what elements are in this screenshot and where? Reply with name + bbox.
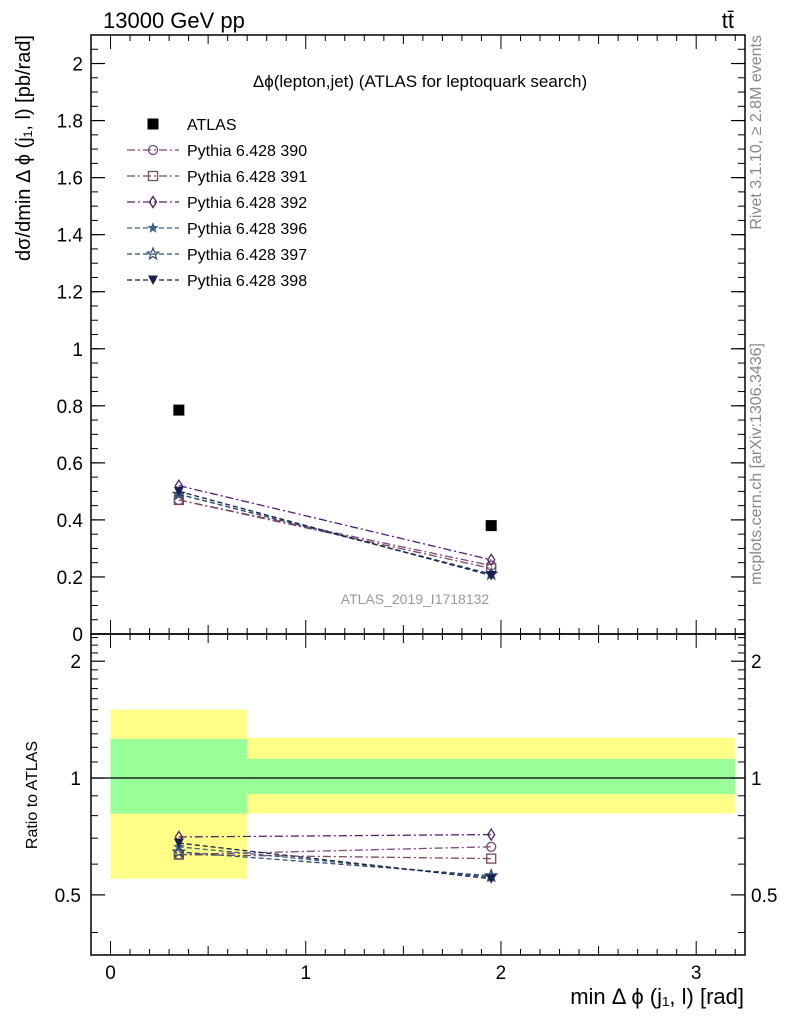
ratio-data-point bbox=[173, 838, 184, 849]
ratio-series-line bbox=[178, 851, 492, 877]
ratio-ytick-label-left: 1 bbox=[70, 769, 81, 790]
main-ytick-label: 1.8 bbox=[57, 112, 83, 133]
main-ytick-label: 1 bbox=[72, 340, 83, 361]
ratio-series-line bbox=[178, 833, 492, 838]
ratio-series-1 bbox=[173, 849, 497, 864]
legend-marker bbox=[148, 275, 158, 285]
main-series-line bbox=[178, 490, 492, 577]
axis-ticks: 0 0.2 0.4 0.6 0.8 1 1.2 1.4 1.6 1.8 2 0 1 2 3 0.5 0.5 1 1 2… bbox=[55, 35, 777, 984]
legend-marker bbox=[147, 222, 159, 233]
main-ytick-label: 0.6 bbox=[57, 454, 83, 475]
ratio-series-line bbox=[178, 853, 492, 860]
ratio-series-5 bbox=[173, 838, 497, 884]
main-data-point bbox=[485, 520, 497, 532]
main-series-0 bbox=[173, 404, 497, 532]
main-ytick-label: 2 bbox=[72, 55, 83, 76]
main-series-line bbox=[178, 485, 492, 561]
watermark-label: ATLAS_2019_I1718132 bbox=[341, 591, 490, 607]
main-data-point bbox=[173, 486, 184, 497]
legend-entry-0: ATLAS bbox=[147, 117, 237, 134]
rivet-side-label: Rivet 3.1.10, ≥ 2.8M events bbox=[748, 35, 765, 230]
ratio-data-point bbox=[486, 841, 497, 852]
legend-entry-5: Pythia 6.428 397 bbox=[127, 246, 307, 264]
ratio-ytick-label-right: 1 bbox=[751, 769, 762, 790]
main-ytick-label: 0 bbox=[72, 625, 83, 646]
ratio-ytick-label-right: 0.5 bbox=[751, 886, 777, 907]
ratio-data-point bbox=[486, 827, 496, 842]
main-ytick-label: 0.4 bbox=[57, 511, 84, 532]
main-data-point bbox=[173, 404, 185, 416]
ratio-ytick-label-left: 0.5 bbox=[55, 886, 81, 907]
legend-label: Pythia 6.428 391 bbox=[187, 169, 307, 186]
main-ylabel: dσ/dmin Δ ϕ (j₁, l) [pb/rad] bbox=[13, 35, 35, 261]
main-series-6 bbox=[173, 486, 497, 581]
legend-label: Pythia 6.428 390 bbox=[187, 143, 307, 160]
main-series-line bbox=[178, 499, 492, 570]
ratio-xtick-label: 2 bbox=[496, 963, 507, 984]
legend-label: Pythia 6.428 398 bbox=[187, 273, 307, 290]
ratio-series-line bbox=[178, 846, 492, 878]
ratio-series-line bbox=[178, 846, 492, 856]
main-ytick-label: 1.2 bbox=[57, 283, 83, 304]
uncertainty-bands bbox=[91, 709, 745, 879]
ratio-data-point bbox=[171, 844, 187, 859]
mcplots-side-label: mcplots.cern.ch [arXiv:1306.3436] bbox=[748, 343, 765, 585]
main-series-line bbox=[178, 499, 492, 567]
ratio-xtick-label: 0 bbox=[105, 963, 116, 984]
main-title: Δϕ(lepton,jet) (ATLAS for leptoquark sea… bbox=[253, 72, 587, 91]
main-ytick-label: 1.4 bbox=[57, 226, 84, 247]
ratio-ytick-label-left: 2 bbox=[70, 652, 81, 673]
ratio-ytick-label-right: 2 bbox=[751, 652, 762, 673]
green-band-0 bbox=[110, 739, 248, 814]
ratio-data-point bbox=[486, 853, 497, 864]
ratio-ylabel: Ratio to ATLAS bbox=[24, 741, 41, 849]
header-right-label: tt̄ bbox=[722, 8, 734, 33]
legend-marker bbox=[147, 144, 159, 156]
legend: ATLAS Pythia 6.428 390 Pythia 6.428 391 Pyt… bbox=[127, 117, 307, 290]
ratio-series-line bbox=[178, 842, 492, 880]
legend-entry-1: Pythia 6.428 390 bbox=[127, 143, 307, 160]
legend-label: Pythia 6.428 396 bbox=[187, 221, 307, 238]
text-labels: 13000 GeV pp tt̄ Δϕ(lepton,jet) (ATLAS f… bbox=[13, 8, 765, 1009]
legend-entry-4: Pythia 6.428 396 bbox=[127, 221, 307, 238]
legend-entry-2: Pythia 6.428 391 bbox=[127, 169, 307, 186]
green-band-1 bbox=[247, 758, 736, 794]
legend-label: Pythia 6.428 397 bbox=[187, 247, 307, 264]
legend-marker bbox=[147, 118, 159, 130]
legend-entry-6: Pythia 6.428 398 bbox=[127, 273, 307, 290]
legend-label: Pythia 6.428 392 bbox=[187, 195, 307, 212]
main-series-3 bbox=[174, 478, 496, 567]
data-series bbox=[171, 404, 499, 884]
legend-entry-3: Pythia 6.428 392 bbox=[127, 195, 307, 212]
legend-marker bbox=[145, 246, 161, 261]
ratio-data-point bbox=[486, 874, 497, 884]
ratio-data-point bbox=[173, 849, 185, 860]
main-ytick-label: 0.8 bbox=[57, 397, 83, 418]
ratio-xtick-label: 1 bbox=[300, 963, 311, 984]
main-data-point bbox=[486, 571, 497, 581]
legend-marker bbox=[147, 170, 159, 182]
main-data-point bbox=[486, 553, 496, 567]
ratio-frame bbox=[90, 633, 746, 956]
legend-marker bbox=[148, 195, 158, 209]
x-axis-label: min Δ ϕ (j₁, l) [rad] bbox=[570, 984, 744, 1009]
legend-label: ATLAS bbox=[187, 117, 237, 134]
header-left-label: 13000 GeV pp bbox=[103, 8, 245, 33]
ratio-xtick-label: 3 bbox=[691, 963, 702, 984]
main-ytick-label: 1.6 bbox=[57, 169, 83, 190]
main-ytick-label: 0.2 bbox=[57, 568, 83, 589]
main-series-line bbox=[178, 493, 492, 575]
